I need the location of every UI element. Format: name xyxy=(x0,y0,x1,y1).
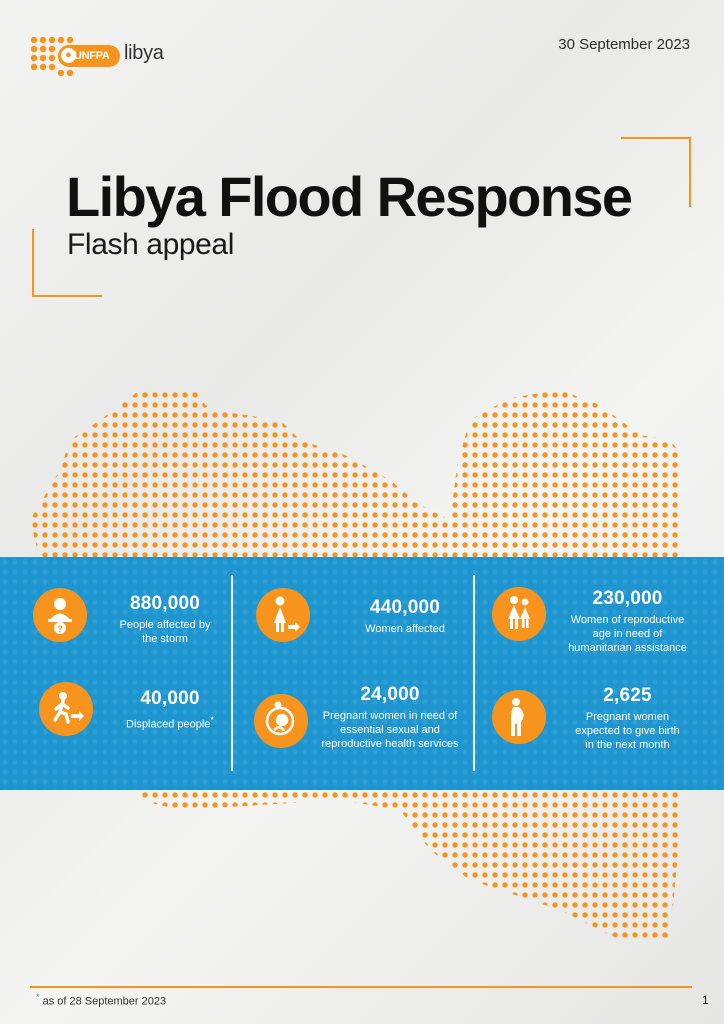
logo-dots-icon xyxy=(30,36,74,76)
stat-women-reproductive-age: 230,000 Women of reproductive age in nee… xyxy=(565,588,690,655)
column-divider xyxy=(231,575,233,771)
stat-label: Women of reproductive age in need of hum… xyxy=(568,614,687,654)
stat-value: 440,000 xyxy=(369,597,441,618)
stat-value: 230,000 xyxy=(592,588,663,609)
woman-affected-icon xyxy=(256,588,310,642)
stat-label: Pregnant women in need of essential sexu… xyxy=(321,710,459,750)
stat-label: Displaced people* xyxy=(126,715,214,731)
corner-bracket-bottom-left xyxy=(32,229,102,297)
statistics-band: ? 880,000 People affected by the storm 4… xyxy=(0,557,724,790)
women-group-icon xyxy=(492,587,546,641)
unfpa-libya-logo: UNFPA ● libya xyxy=(30,34,180,78)
pregnant-birth-icon xyxy=(492,690,546,744)
pregnant-woman-icon xyxy=(254,694,308,748)
stat-label: Women affected xyxy=(365,623,445,635)
stat-label: People affected by the storm xyxy=(119,619,211,645)
stat-label: Pregnant women expected to give birth in… xyxy=(575,711,680,751)
page-number: 1 xyxy=(702,993,709,1007)
stat-pregnant-women-srh: 24,000 Pregnant women in need of essenti… xyxy=(320,684,460,751)
stat-value: 24,000 xyxy=(360,684,420,705)
column-divider xyxy=(473,575,475,771)
page-subtitle: Flash appeal xyxy=(67,228,234,261)
band-dot-texture xyxy=(0,557,724,790)
people-affected-icon: ? xyxy=(33,588,87,642)
displaced-person-icon xyxy=(39,682,93,736)
publication-date: 30 September 2023 xyxy=(558,36,690,53)
un-globe-icon: ● xyxy=(61,48,76,63)
svg-text:?: ? xyxy=(57,624,63,634)
stat-births-next-month: 2,625 Pregnant women expected to give bi… xyxy=(570,685,685,752)
stat-women-affected: 440,000 Women affected xyxy=(340,597,470,636)
stat-value: 40,000 xyxy=(140,688,200,709)
page-title: Libya Flood Response xyxy=(66,165,633,228)
stat-value: 2,625 xyxy=(603,685,652,706)
stat-displaced-people: 40,000 Displaced people* xyxy=(120,688,220,732)
footer-rule xyxy=(30,986,692,988)
footnote: * as of 28 September 2023 xyxy=(36,992,167,1008)
logo-country-text: libya xyxy=(124,42,164,64)
stat-people-affected: 880,000 People affected by the storm xyxy=(115,593,215,646)
corner-bracket-top-right xyxy=(621,137,691,207)
stat-value: 880,000 xyxy=(129,593,201,614)
